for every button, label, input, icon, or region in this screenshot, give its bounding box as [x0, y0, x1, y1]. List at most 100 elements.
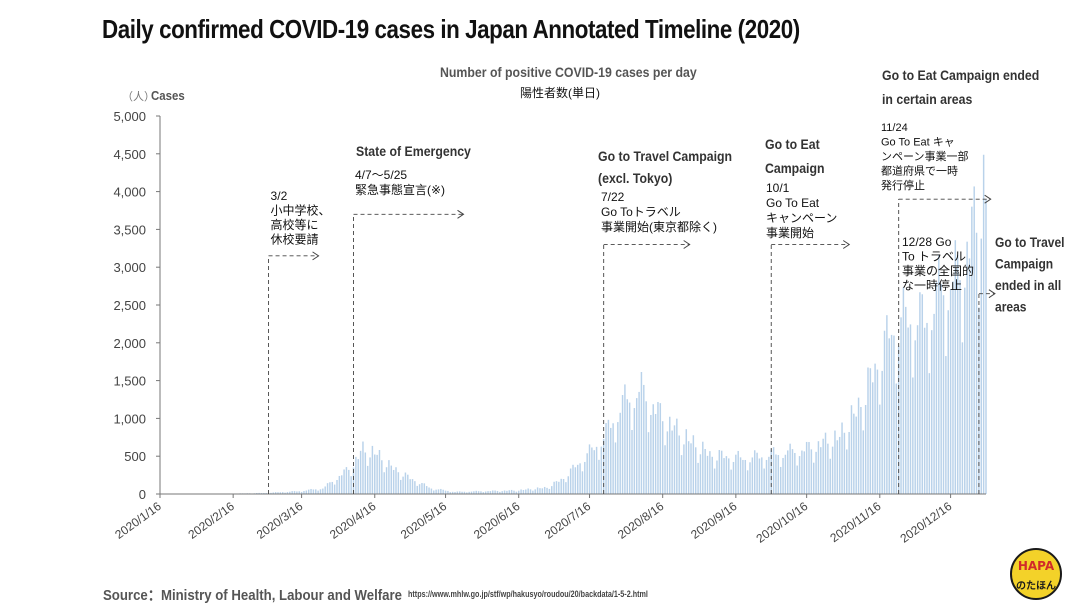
bar [737, 450, 739, 494]
bar [456, 491, 459, 494]
bar [359, 450, 362, 494]
bar [619, 412, 621, 494]
bar [553, 481, 555, 494]
x-tick-label: 2020/10/16 [754, 499, 811, 546]
bar [322, 488, 324, 494]
bar [277, 492, 279, 494]
bar [853, 413, 855, 494]
bar [289, 491, 291, 494]
annotation-text: ンペーン事業一部 [881, 149, 968, 163]
bar [657, 402, 659, 494]
bar [685, 429, 688, 494]
annotation-text: 緊急事態宣言(※) [355, 182, 445, 197]
bar [718, 450, 721, 494]
source-label: Source：Ministry of Health, Labour and We… [103, 587, 403, 604]
bar [284, 492, 286, 494]
source-url[interactable]: https://www.mhlw.go.jp/stf/wp/hakusyo/ro… [408, 589, 648, 599]
bar [286, 492, 289, 494]
annotation-text: 休校要請 [271, 232, 319, 247]
y-tick-label: 4,500 [113, 147, 146, 162]
bar [551, 486, 553, 494]
bar [874, 363, 876, 494]
bar [692, 435, 695, 494]
x-tick-label: 2020/3/16 [254, 499, 306, 542]
bar [517, 490, 520, 494]
chart-axes [156, 115, 986, 498]
bar [867, 367, 869, 494]
annotation-text: 4/7〜5/25 [355, 168, 407, 182]
bar [848, 432, 850, 494]
annotation-text: 小中学校、 [271, 203, 331, 218]
annotation-text: Go to Eat [765, 136, 820, 152]
annotation-text: Go to Travel [995, 234, 1065, 250]
bar [440, 488, 442, 494]
bar [305, 490, 308, 494]
bar [805, 441, 808, 494]
bar [595, 446, 598, 494]
bar [746, 470, 749, 494]
bar [508, 490, 511, 494]
bar [473, 491, 475, 494]
bar [843, 432, 846, 494]
bar [756, 452, 758, 494]
bar [628, 402, 631, 494]
bar [808, 442, 810, 494]
bar [723, 458, 725, 494]
bar [315, 489, 317, 494]
bar [496, 490, 499, 494]
bar [704, 448, 706, 494]
bar [935, 282, 938, 494]
bar [562, 479, 565, 494]
bar [973, 186, 975, 494]
bar [416, 485, 418, 494]
bar [461, 491, 463, 494]
bar [256, 492, 258, 494]
bar [581, 471, 584, 494]
annotation-text: Go to Eat Campaign ended [882, 67, 1039, 83]
bar [374, 454, 376, 494]
bar [475, 490, 477, 494]
bar [711, 456, 713, 494]
bar [777, 455, 780, 494]
bar [645, 401, 647, 494]
bar [728, 458, 730, 494]
bar [274, 492, 277, 494]
bar [713, 468, 716, 494]
bar [466, 492, 468, 494]
bar [454, 491, 456, 494]
bar [357, 459, 359, 494]
bar [572, 464, 574, 494]
bar [348, 469, 350, 494]
bar [879, 404, 881, 494]
bar [822, 438, 824, 494]
bar [362, 441, 364, 494]
bar [820, 447, 822, 494]
bar [683, 444, 685, 494]
bar [444, 490, 447, 494]
bar [515, 491, 518, 494]
bar [407, 474, 409, 494]
bar [876, 369, 879, 494]
bar [303, 491, 305, 494]
annotation-text: (excl. Tokyo) [598, 170, 672, 186]
bar [909, 324, 912, 494]
bar [631, 430, 633, 494]
bar [834, 430, 836, 494]
bar [310, 488, 312, 494]
annotation-arrowhead [842, 240, 851, 249]
annotation-arrowhead [988, 289, 996, 299]
bar [798, 456, 801, 494]
y-tick-label: 5,000 [113, 109, 146, 124]
bar [503, 490, 506, 494]
bar [281, 492, 284, 494]
bar [324, 486, 326, 494]
bar [947, 310, 949, 494]
bar [730, 469, 732, 494]
bar [836, 440, 839, 494]
bar [388, 460, 390, 494]
bar [610, 427, 612, 494]
bar [706, 455, 709, 494]
bar [912, 377, 914, 494]
y-axis-label: Cases [151, 88, 185, 103]
